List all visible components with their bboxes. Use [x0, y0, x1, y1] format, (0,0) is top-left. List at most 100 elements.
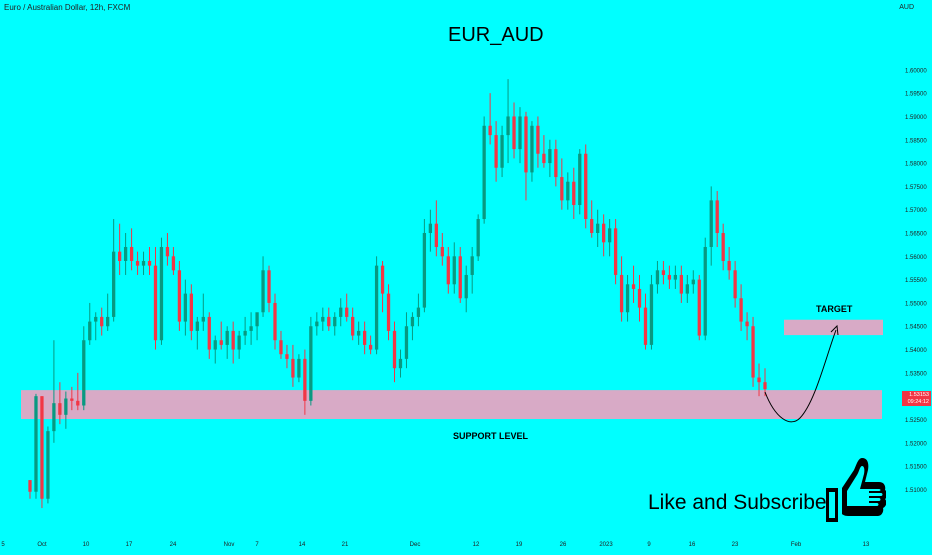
candle	[625, 274, 630, 322]
y-tick-label: 1.52500	[905, 418, 927, 424]
candle-body	[452, 256, 456, 285]
candle-body	[392, 330, 397, 369]
candle	[422, 219, 427, 313]
thumbs-up-icon[interactable]	[820, 454, 886, 526]
candle	[58, 382, 62, 425]
candle-body	[673, 274, 678, 280]
candle-body	[123, 246, 128, 261]
candle-body	[482, 125, 486, 220]
candle-body	[446, 256, 450, 285]
candle	[578, 149, 582, 215]
candle	[464, 265, 468, 313]
candle	[739, 284, 743, 331]
candle-body	[368, 344, 373, 350]
candle	[733, 260, 737, 308]
candle-body	[267, 270, 271, 303]
candle	[291, 344, 295, 387]
currency-label: AUD	[899, 4, 914, 11]
candle	[153, 246, 158, 350]
candle	[261, 256, 265, 317]
candle	[643, 293, 648, 350]
candle	[52, 340, 56, 443]
candle-body	[739, 298, 743, 322]
zone-layer	[21, 319, 883, 420]
candle-body	[715, 200, 719, 234]
arrow-head	[830, 324, 839, 336]
target-label: TARGET	[816, 304, 853, 314]
candle	[309, 316, 313, 406]
candle	[255, 312, 259, 341]
candle-body	[709, 200, 713, 247]
candle	[410, 312, 415, 341]
x-tick-label: 12	[473, 542, 480, 548]
candle	[655, 260, 660, 294]
y-tick-label: 1.54000	[905, 348, 927, 354]
candle-body	[70, 398, 74, 401]
candle	[28, 480, 32, 499]
candle-body	[434, 223, 438, 247]
candle	[536, 116, 540, 168]
x-tick-label: Oct	[37, 542, 47, 548]
candle-body	[578, 153, 582, 206]
candle	[34, 393, 38, 499]
candle-body	[279, 340, 283, 355]
candle	[709, 186, 713, 266]
candle	[333, 312, 337, 336]
candle	[285, 344, 289, 369]
candle	[745, 312, 749, 341]
candle	[386, 284, 391, 341]
candle-body	[500, 135, 504, 168]
candle-body	[637, 288, 642, 308]
candle	[607, 219, 612, 257]
candle	[667, 265, 672, 289]
candle	[697, 274, 701, 341]
x-tick-label: 9	[647, 542, 651, 548]
x-tick-label: 21	[342, 542, 349, 548]
y-tick-label: 1.57000	[905, 208, 927, 214]
candle	[189, 284, 193, 341]
candle	[76, 372, 80, 411]
current-price-value: 1.53153	[909, 392, 929, 398]
y-tick-label: 1.60000	[905, 68, 927, 74]
candle-body	[219, 340, 223, 345]
candle	[673, 265, 678, 289]
x-tick-label: 13	[863, 542, 870, 548]
candle-body	[584, 153, 588, 220]
candle-body	[733, 270, 737, 299]
candle	[117, 223, 122, 275]
candle-body	[339, 307, 343, 317]
candle	[183, 279, 188, 336]
candle-body	[345, 307, 349, 317]
candle-body	[362, 330, 367, 345]
candle-body	[476, 219, 480, 257]
candle-body	[141, 260, 146, 266]
candle-body	[40, 396, 44, 499]
chart-title: EUR_AUD	[448, 24, 544, 46]
candle	[327, 307, 331, 331]
candle-body	[518, 116, 522, 150]
candle-body	[697, 279, 701, 336]
candle	[584, 144, 588, 229]
candle-body	[458, 256, 462, 299]
candle-body	[625, 284, 630, 313]
candle-body	[237, 335, 241, 350]
candle-body	[46, 431, 50, 499]
x-tick-label: 5	[1, 542, 5, 548]
candle	[679, 265, 683, 303]
candle-body	[607, 228, 612, 243]
candle	[351, 307, 355, 341]
current-price-time: 09:24:12	[907, 399, 929, 405]
candle-body	[542, 153, 546, 164]
support-level-label: SUPPORT LEVEL	[453, 431, 529, 441]
candle-body	[548, 149, 552, 164]
candle-body	[213, 340, 217, 350]
candle	[279, 330, 283, 359]
candle-body	[703, 246, 707, 336]
candle-body	[757, 377, 761, 383]
candle	[512, 102, 516, 159]
candle	[88, 302, 92, 345]
support-zone	[21, 390, 882, 420]
candle	[201, 293, 205, 331]
